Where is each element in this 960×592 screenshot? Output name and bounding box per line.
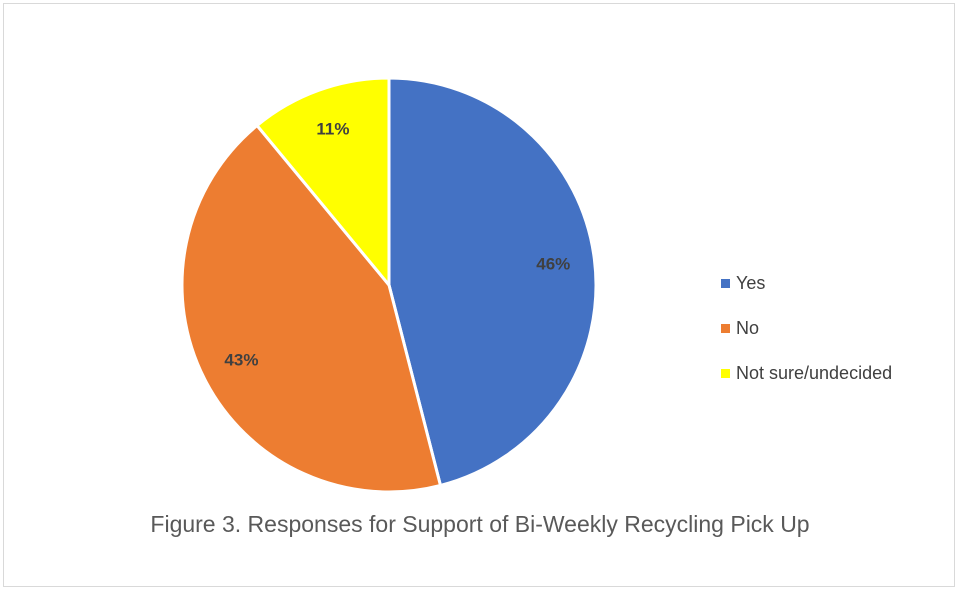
legend-item-not-sure-undecided: Not sure/undecided (721, 362, 892, 384)
legend-label: Yes (736, 272, 766, 293)
data-label-not-sure-undecided: 11% (316, 120, 349, 139)
legend-label: No (736, 317, 760, 338)
pie-slice-not-sure-undecided (255, 76, 391, 287)
legend-item-yes: Yes (721, 272, 892, 294)
pie-slice-yes (387, 76, 598, 487)
figure-caption: Figure 3. Responses for Support of Bi-We… (150, 511, 810, 537)
legend-swatch (721, 278, 730, 288)
data-label-yes: 46% (536, 255, 570, 274)
legend-item-no: No (721, 317, 892, 339)
legend-swatch (721, 368, 730, 378)
legend-swatch (721, 323, 730, 333)
data-label-no: 43% (224, 351, 258, 370)
legend: Yes No Not sure/undecided (721, 272, 892, 407)
pie-slice-no (180, 124, 442, 494)
legend-label: Not sure/undecided (736, 362, 893, 383)
